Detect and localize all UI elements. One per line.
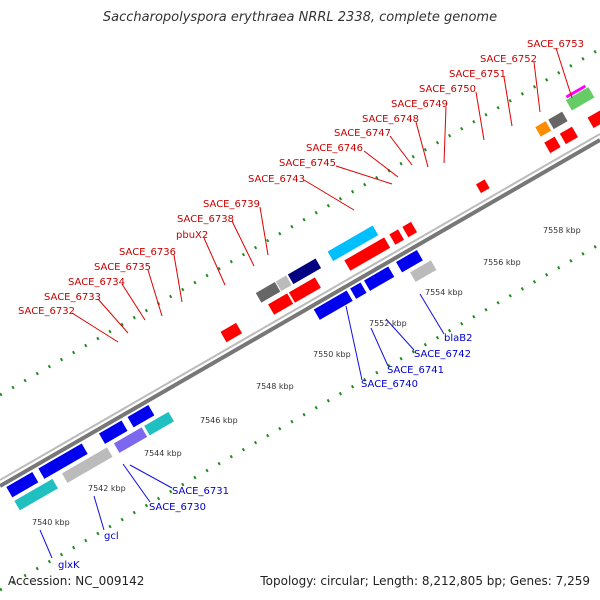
gene-block <box>535 121 552 137</box>
forward-leaders <box>71 47 573 343</box>
gene-block <box>98 420 128 444</box>
gene-block <box>61 447 113 483</box>
gene-block <box>363 266 395 291</box>
gene-block <box>220 322 243 343</box>
gene-block <box>389 229 405 245</box>
tick-label: 7540 kbp <box>32 518 70 527</box>
gene-label: SACE_6738 <box>177 214 234 225</box>
gene-label: gcl <box>104 531 119 542</box>
gene-block <box>327 225 379 262</box>
gene-label: glxK <box>58 560 80 571</box>
gene-block <box>402 221 418 238</box>
gene-label: SACE_6731 <box>172 486 229 497</box>
gene-label: SACE_6735 <box>94 262 151 273</box>
gene-label: SACE_6746 <box>306 143 363 154</box>
gene-label: SACE_6734 <box>68 277 125 288</box>
gene-label: SACE_6745 <box>279 158 336 169</box>
gene-label: SACE_6736 <box>119 247 176 258</box>
gene-label: SACE_6732 <box>18 306 75 317</box>
reverse-labels: glxK gcl SACE_6730 SACE_6731 SACE_6740 S… <box>58 333 472 571</box>
gene-block <box>144 411 174 436</box>
gene-features <box>6 84 600 511</box>
accession-text: Accession: NC_009142 <box>8 574 145 588</box>
gene-label: SACE_6733 <box>44 292 101 303</box>
gene-label: SACE_6751 <box>449 69 506 80</box>
tick-labels: 7540 kbp 7542 kbp 7544 kbp 7546 kbp 7548… <box>32 226 581 527</box>
gene-block <box>559 126 578 145</box>
gene-label: SACE_6750 <box>419 84 476 95</box>
gene-block <box>6 471 39 498</box>
gene-block <box>475 179 490 194</box>
gene-block <box>113 427 148 453</box>
tick-label: 7554 kbp <box>425 288 463 297</box>
gene-block <box>396 249 423 273</box>
tick-label: 7542 kbp <box>88 484 126 493</box>
gene-label: SACE_6747 <box>334 128 391 139</box>
tick-label: 7548 kbp <box>256 382 294 391</box>
forward-tick-track <box>0 47 600 397</box>
tick-label: 7552 kbp <box>369 319 407 328</box>
gene-block <box>350 282 367 299</box>
gene-block <box>544 136 561 154</box>
tick-label: 7550 kbp <box>313 350 351 359</box>
tick-label: 7556 kbp <box>483 258 521 267</box>
gene-block <box>565 87 595 111</box>
genome-stats-text: Topology: circular; Length: 8,212,805 bp… <box>260 574 590 588</box>
gene-label: SACE_6741 <box>387 365 444 376</box>
gene-block <box>275 275 292 292</box>
gene-block <box>38 443 88 479</box>
gene-block <box>255 282 281 303</box>
gene-label: SACE_6740 <box>361 379 418 390</box>
genome-backbone <box>0 133 600 488</box>
tick-label: 7558 kbp <box>543 226 581 235</box>
gene-label: SACE_6753 <box>527 39 584 50</box>
gene-block <box>548 111 568 130</box>
gene-label: SACE_6739 <box>203 199 260 210</box>
tick-label: 7546 kbp <box>200 416 238 425</box>
gene-label: SACE_6743 <box>248 174 305 185</box>
map-title: Saccharopolyspora erythraea NRRL 2338, c… <box>102 10 498 25</box>
tick-label: 7544 kbp <box>144 449 182 458</box>
gene-block <box>14 478 58 511</box>
reverse-leaders <box>39 293 445 559</box>
gene-label: SACE_6742 <box>414 349 471 360</box>
gene-block <box>288 277 321 303</box>
gene-label: SACE_6748 <box>362 114 419 125</box>
gene-block <box>344 237 391 271</box>
gene-block <box>587 102 600 129</box>
gene-label: SACE_6752 <box>480 54 537 65</box>
gene-block <box>410 260 437 282</box>
forward-labels: SACE_6732 SACE_6733 SACE_6734 SACE_6735 … <box>18 39 584 317</box>
gene-label: blaB2 <box>444 333 472 344</box>
gene-block <box>287 258 322 285</box>
gene-label: SACE_6749 <box>391 99 448 110</box>
gene-block <box>127 404 155 428</box>
gene-label: pbuX2 <box>176 230 208 241</box>
gene-label: SACE_6730 <box>149 502 206 513</box>
gene-block <box>268 293 294 315</box>
gene-block <box>313 290 353 320</box>
